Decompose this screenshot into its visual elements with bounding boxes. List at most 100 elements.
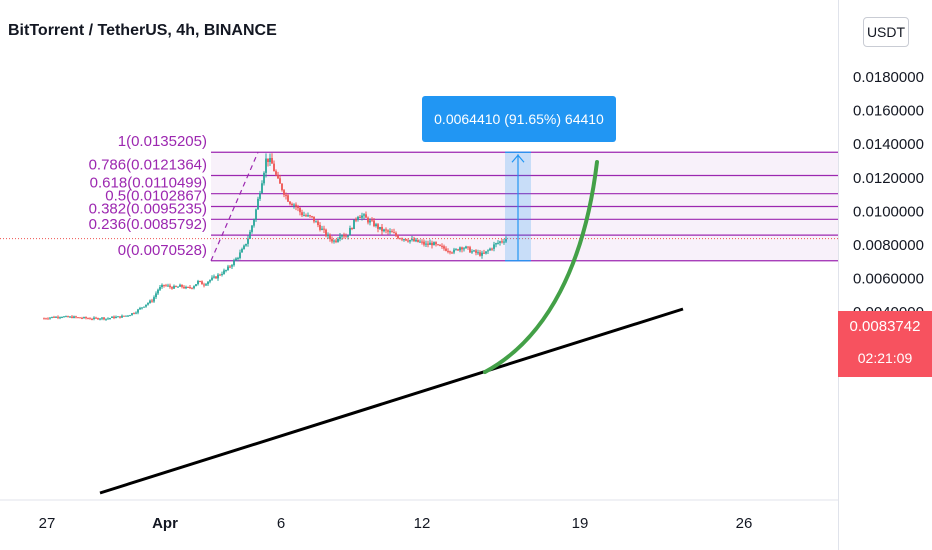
candle-body xyxy=(373,220,375,227)
candle-body xyxy=(355,219,357,221)
candle-body xyxy=(357,216,359,220)
candle-body xyxy=(429,242,431,245)
candle-body xyxy=(55,316,57,318)
bar-countdown: 02:21:09 xyxy=(857,350,913,366)
candle-body xyxy=(69,316,71,318)
candle-body xyxy=(413,239,415,242)
candle-body xyxy=(91,318,93,320)
candle-body xyxy=(155,293,157,298)
candle-body xyxy=(277,174,279,179)
candle-body xyxy=(387,230,389,232)
candle-body xyxy=(233,260,235,266)
candle-body xyxy=(199,280,201,282)
candle-body xyxy=(193,286,195,289)
candle-body xyxy=(175,285,177,287)
candle-body xyxy=(219,274,221,276)
candle-body xyxy=(367,217,369,223)
candle-body xyxy=(435,242,437,245)
candle-body xyxy=(447,250,449,252)
candle-body xyxy=(101,317,103,319)
candle-body xyxy=(475,250,477,253)
candle-body xyxy=(135,312,137,314)
candle-body xyxy=(295,204,297,207)
candle-body xyxy=(445,248,447,251)
candle-body xyxy=(221,273,223,275)
candle-body xyxy=(263,172,265,184)
candle-body xyxy=(259,193,261,199)
candle-body xyxy=(453,249,455,253)
candle-body xyxy=(477,252,479,254)
candle-body xyxy=(115,316,117,319)
candle-body xyxy=(389,231,391,233)
projection-curve xyxy=(483,160,599,374)
candle-body xyxy=(313,216,315,222)
candle-body xyxy=(53,316,55,318)
candle-body xyxy=(459,247,461,251)
fib-label: 1(0.0135205) xyxy=(118,133,207,150)
measure-label: 0.0064410 (91.65%) 64410 xyxy=(422,96,616,142)
candle-body xyxy=(279,178,281,184)
candle-body xyxy=(375,224,377,227)
candle-body xyxy=(125,315,127,317)
candle-body xyxy=(493,244,495,249)
candle-body xyxy=(473,250,475,252)
candle-body xyxy=(503,241,505,243)
chart-title: BitTorrent / TetherUS, 4h, BINANCE xyxy=(8,22,277,39)
fib-trend-line xyxy=(210,152,259,262)
y-tick-label: 0.0060000 xyxy=(853,270,924,287)
candle-body xyxy=(409,240,411,242)
candle-body xyxy=(231,265,233,267)
candle-body xyxy=(181,284,183,287)
candle-body xyxy=(303,215,305,217)
candle-body xyxy=(315,221,317,223)
candle-body xyxy=(63,316,65,318)
y-tick-label: 0.0180000 xyxy=(853,69,924,86)
candle-body xyxy=(421,241,423,243)
candle-body xyxy=(351,228,353,230)
candle-body xyxy=(109,318,111,320)
candle-body xyxy=(381,226,383,232)
fib-label: 0(0.0070528) xyxy=(118,242,207,259)
candle-body xyxy=(325,229,327,236)
candle-body xyxy=(455,249,457,251)
candle-body xyxy=(289,201,291,204)
x-tick-label: 6 xyxy=(277,515,285,532)
y-tick-label: 0.0160000 xyxy=(853,103,924,120)
candle-body xyxy=(433,242,435,246)
candle-body xyxy=(83,317,85,319)
x-tick-label: Apr xyxy=(152,515,178,532)
candle-body xyxy=(97,318,99,320)
candle-body xyxy=(281,183,283,191)
candle-body xyxy=(89,318,91,320)
candle-body xyxy=(321,228,323,230)
x-tick-label: 12 xyxy=(414,515,431,532)
candle-body xyxy=(147,302,149,305)
currency-button[interactable]: USDT xyxy=(863,17,909,47)
candle-body xyxy=(71,316,73,318)
candle-body xyxy=(121,315,123,318)
candle-body xyxy=(467,246,469,248)
fib-label: 0.786(0.0121364) xyxy=(89,156,207,173)
candle-body xyxy=(85,317,87,319)
candle-body xyxy=(291,203,293,206)
candle-body xyxy=(137,309,139,313)
candle-body xyxy=(327,234,329,236)
candle-body xyxy=(495,243,497,245)
candle-body xyxy=(197,280,199,285)
candle-body xyxy=(171,287,173,289)
candle-body xyxy=(163,284,165,286)
candle-body xyxy=(173,285,175,289)
candle-body xyxy=(95,317,97,319)
candle-body xyxy=(365,214,367,218)
candle-body xyxy=(339,236,341,239)
candle-body xyxy=(179,284,181,287)
fib-label: 0.5(0.0102867) xyxy=(105,188,207,205)
candle-body xyxy=(487,250,489,252)
candle-body xyxy=(427,243,429,245)
candle-body xyxy=(439,244,441,246)
candle-body xyxy=(377,224,379,229)
candle-body xyxy=(57,316,59,318)
candle-body xyxy=(247,238,249,244)
candle-body xyxy=(207,281,209,285)
